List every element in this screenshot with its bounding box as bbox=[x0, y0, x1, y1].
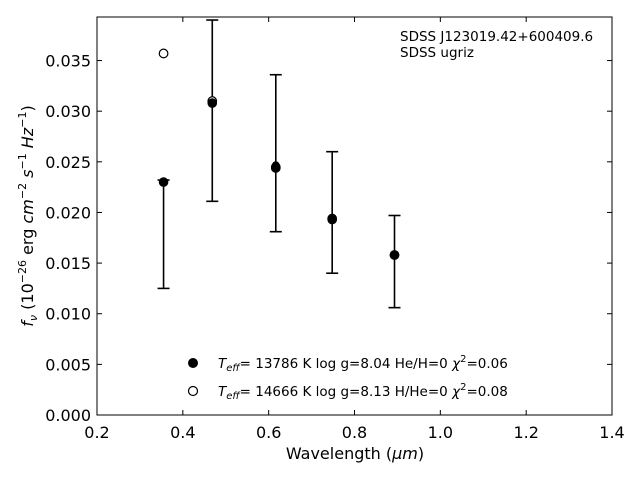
model-point-filled bbox=[389, 250, 400, 260]
legend: Teff= 13786 K log g=8.04 He/H=0 χ2=0.06 … bbox=[187, 354, 508, 402]
legend-entry-2: Teff= 14666 K log g=8.13 H/He=0 χ2=0.08 bbox=[218, 382, 508, 402]
y-tick-label: 0.010 bbox=[45, 305, 91, 324]
error-bars bbox=[157, 19, 401, 309]
annotation-photometry: SDSS ugriz bbox=[400, 45, 474, 61]
x-axis-ticks: 0.2 0.4 0.6 0.8 1.0 1.2 1.4 bbox=[84, 17, 625, 442]
x-tick-label: 1.4 bbox=[599, 423, 624, 442]
model-point-open bbox=[158, 48, 169, 59]
y-tick-label: 0.000 bbox=[45, 406, 91, 425]
model-point-filled bbox=[270, 162, 281, 172]
y-tick-label: 0.015 bbox=[45, 254, 91, 273]
y-axis-ticks: 0.000 0.005 0.010 0.015 0.020 0.025 0.030 0.035 bbox=[45, 52, 612, 425]
x-tick-label: 1.2 bbox=[513, 423, 538, 442]
x-tick-label: 0.2 bbox=[84, 423, 109, 442]
x-tick-label: 0.6 bbox=[256, 423, 281, 442]
x-tick-label: 1.0 bbox=[428, 423, 453, 442]
model-point-filled bbox=[327, 214, 337, 225]
y-tick-label: 0.035 bbox=[45, 52, 91, 71]
y-axis-label: fν (10−26 erg cm−2 s−1 Hz−1) bbox=[16, 105, 40, 326]
annotation-object-name: SDSS J123019.42+600409.6 bbox=[400, 29, 593, 45]
y-tick-label: 0.025 bbox=[45, 153, 91, 172]
x-tick-label: 0.4 bbox=[170, 423, 195, 442]
x-axis-label: Wavelength (μm) bbox=[286, 444, 424, 463]
legend-entry-1: Teff= 13786 K log g=8.04 He/H=0 χ2=0.06 bbox=[218, 354, 508, 374]
model-point-filled bbox=[158, 177, 169, 187]
legend-marker-filled bbox=[188, 358, 198, 368]
data-markers bbox=[158, 48, 400, 260]
legend-marker-open bbox=[187, 385, 199, 397]
model-point-filled bbox=[207, 98, 218, 108]
y-tick-label: 0.030 bbox=[45, 102, 91, 121]
y-tick-label: 0.005 bbox=[45, 355, 91, 374]
x-tick-label: 0.8 bbox=[342, 423, 367, 442]
y-tick-label: 0.020 bbox=[45, 203, 91, 222]
